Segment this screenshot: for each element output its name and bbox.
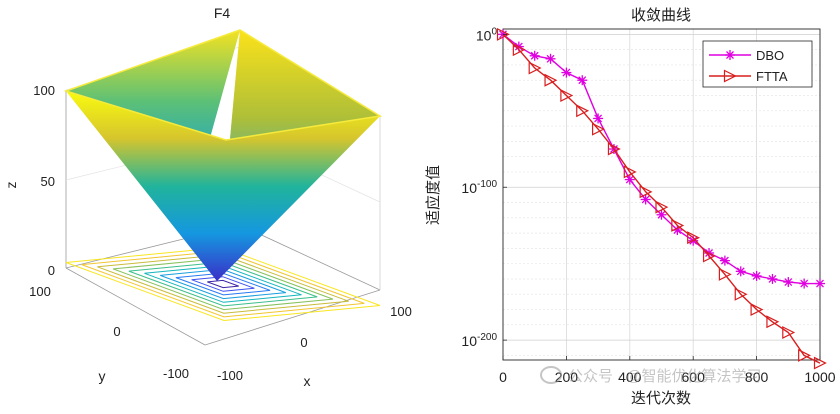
x-tick-label: 0 [499, 369, 507, 385]
legend-items: DBO FTTA [709, 48, 788, 84]
y-tick-label: 100 [476, 26, 498, 43]
marker-asterisk [545, 53, 556, 64]
z-tick-100: 100 [33, 83, 55, 98]
marker-asterisk [783, 277, 794, 288]
x-tick-label: 1000 [804, 369, 835, 385]
marker-triangle [544, 73, 558, 87]
watermark: 公众号 · @智能优化算法学习 [540, 362, 762, 388]
marker-asterisk [719, 255, 730, 266]
legend-label-ftta: FTTA [756, 69, 788, 84]
convergence-x-label: 迭代次数 [631, 389, 691, 407]
contour-level-10 [207, 279, 239, 289]
marker-asterisk [815, 278, 825, 289]
marker-asterisk [725, 50, 735, 60]
marker-asterisk [529, 50, 540, 61]
marker-triangle [687, 231, 701, 245]
convergence-series [496, 27, 827, 370]
marker-triangle [560, 89, 574, 102]
surface-title: F4 [214, 5, 231, 21]
x-tick-label: 400 [618, 369, 642, 385]
y-axis-label: y [99, 368, 106, 384]
marker-asterisk [735, 266, 746, 277]
z-tick-0: 0 [48, 263, 55, 278]
plot-frame [502, 28, 821, 361]
marker-asterisk [640, 194, 651, 205]
x-tick-0: 0 [300, 335, 307, 350]
marker-triangle [623, 165, 637, 179]
marker-triangle [512, 43, 526, 57]
z-tick-50: 50 [41, 174, 55, 189]
legend-box [702, 40, 813, 88]
y-tick-0: 0 [113, 324, 120, 339]
surface-plot: F4 100 50 0 z 100 0 -100 y -100 0 100 x [3, 5, 412, 389]
marker-triangle [782, 326, 796, 339]
y-tick-label: 10-100 [461, 179, 497, 196]
surface-rim [63, 29, 383, 141]
marker-asterisk [561, 67, 572, 78]
marker-asterisk [656, 209, 667, 220]
watermark-text: 公众号 · @智能优化算法学习 [568, 367, 762, 385]
marker-triangle [798, 348, 811, 362]
x-tick-100: 100 [390, 304, 412, 319]
x-axis-label: x [304, 373, 311, 389]
marker-triangle [813, 356, 827, 370]
surface-face-front [66, 91, 380, 281]
legend-label-dbo: DBO [756, 48, 784, 63]
x-tick-neg100: -100 [217, 368, 243, 383]
marker-triangle [607, 142, 621, 156]
z-axis-label: z [3, 182, 19, 189]
marker-triangle [639, 185, 653, 199]
wechat-icon [540, 366, 562, 384]
marker-triangle [766, 315, 780, 329]
convergence-title: 收敛曲线 [631, 6, 691, 24]
marker-triangle [702, 249, 716, 263]
marker-asterisk [593, 113, 604, 124]
y-tick-label: 10-200 [461, 332, 497, 349]
x-tick-label: 800 [745, 369, 769, 385]
marker-triangle [718, 267, 732, 281]
marker-asterisk [577, 75, 588, 86]
surface-plot-panel: F4 100 50 0 z 100 0 -100 y -100 0 100 x [0, 0, 420, 409]
marker-asterisk [767, 273, 778, 284]
marker-triangle [750, 303, 764, 317]
marker-asterisk [799, 278, 810, 289]
convergence-plot-panel: 0 200 400 600 800 1000 100 10-100 10-200 收敛曲线 迭代… [420, 0, 840, 409]
contour-level-20 [191, 276, 255, 292]
convergence-y-label: 适应度值 [424, 165, 442, 225]
marker-triangle [496, 27, 510, 41]
marker-triangle [528, 61, 542, 75]
marker-triangle [655, 200, 669, 214]
y-tick-100: 100 [29, 284, 51, 299]
marker-triangle [671, 218, 685, 232]
marker-triangle [723, 69, 737, 83]
marker-asterisk [624, 174, 635, 185]
y-tick-neg100: -100 [163, 366, 189, 381]
x-tick-label: 600 [682, 369, 706, 385]
legend: DBO FTTA [702, 40, 813, 88]
marker-asterisk [751, 270, 762, 281]
surface-mesh [63, 29, 383, 281]
marker-triangle [592, 122, 605, 136]
marker-triangle [576, 104, 590, 118]
marker-triangle [734, 287, 748, 301]
